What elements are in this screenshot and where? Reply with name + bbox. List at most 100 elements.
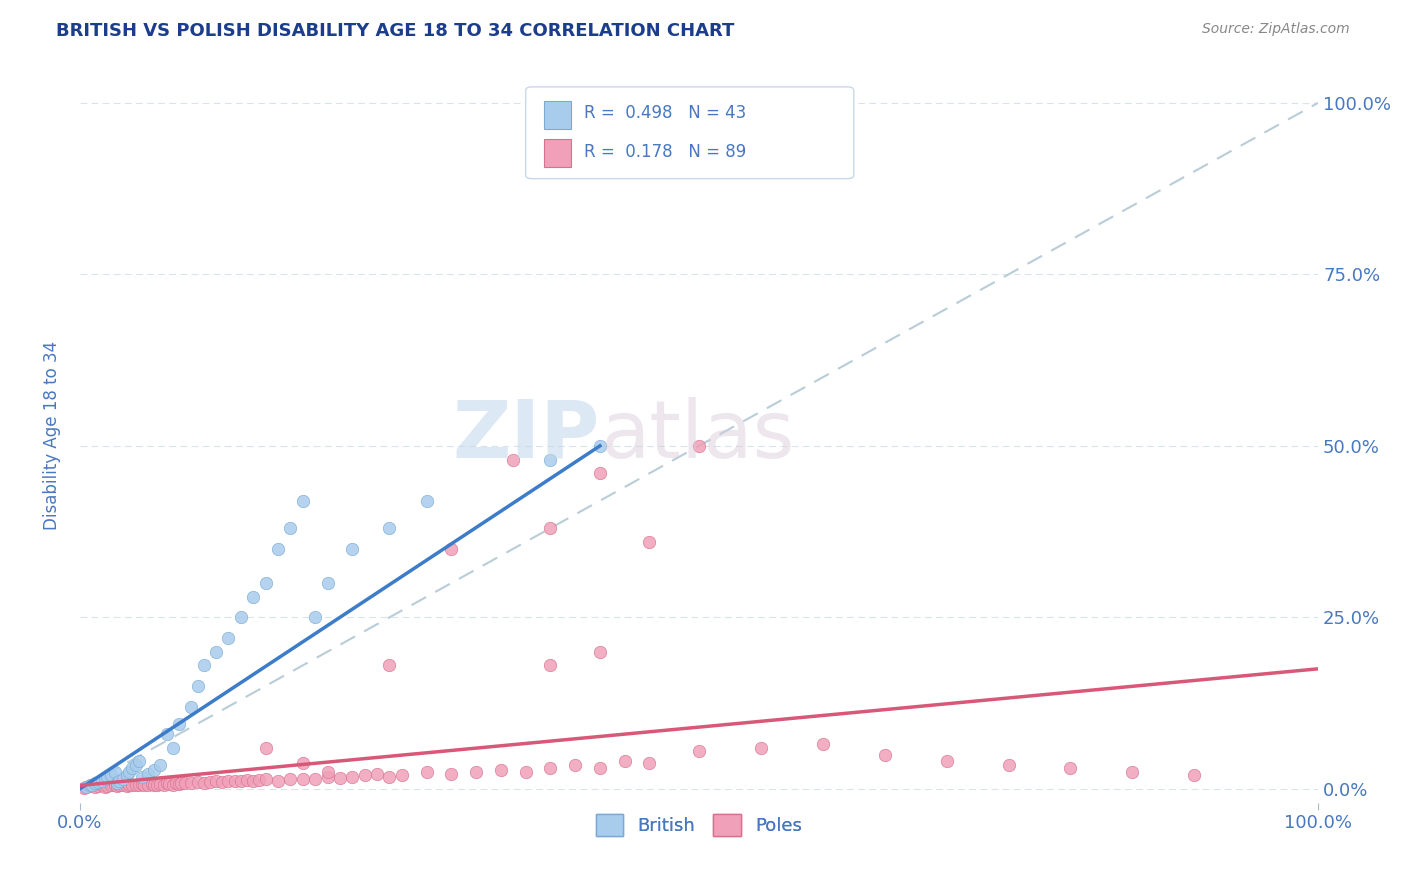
Point xyxy=(638,535,661,549)
Point xyxy=(873,747,896,762)
Point xyxy=(82,779,104,793)
Y-axis label: Disability Age 18 to 34: Disability Age 18 to 34 xyxy=(44,341,60,530)
Point xyxy=(291,493,314,508)
Point xyxy=(91,773,114,788)
Point xyxy=(153,778,176,792)
Point xyxy=(75,780,97,794)
Point xyxy=(353,768,375,782)
Point xyxy=(115,779,138,793)
Point xyxy=(131,770,153,784)
Point xyxy=(100,768,122,782)
Point xyxy=(254,576,277,591)
Point xyxy=(143,763,166,777)
Point xyxy=(489,763,512,777)
Point xyxy=(304,772,326,786)
Point xyxy=(564,757,586,772)
Text: R =  0.498   N = 43: R = 0.498 N = 43 xyxy=(583,104,747,122)
Point xyxy=(1182,768,1205,782)
Point xyxy=(87,775,110,789)
Text: BRITISH VS POLISH DISABILITY AGE 18 TO 34 CORRELATION CHART: BRITISH VS POLISH DISABILITY AGE 18 TO 3… xyxy=(56,22,734,40)
Point xyxy=(155,727,177,741)
Point xyxy=(108,779,131,793)
Point xyxy=(72,780,94,795)
Point xyxy=(118,764,141,779)
Point xyxy=(391,768,413,782)
Point xyxy=(229,773,252,788)
Point xyxy=(935,755,957,769)
Point xyxy=(128,755,150,769)
Point xyxy=(613,755,636,769)
Point xyxy=(415,764,437,779)
Point xyxy=(193,658,215,673)
Point xyxy=(83,780,105,794)
Point xyxy=(378,770,401,784)
Point xyxy=(79,779,101,793)
Point xyxy=(224,774,246,789)
Point xyxy=(83,776,105,790)
Point xyxy=(105,779,128,793)
Point xyxy=(811,737,834,751)
Point xyxy=(538,521,561,535)
Point xyxy=(217,631,239,645)
Point xyxy=(205,774,228,789)
Point xyxy=(186,775,208,789)
Point xyxy=(145,779,167,793)
Point xyxy=(316,770,339,784)
Point xyxy=(170,776,193,790)
Point xyxy=(515,764,537,779)
Point xyxy=(96,770,118,784)
Point xyxy=(149,757,172,772)
Point xyxy=(329,771,352,785)
Point xyxy=(112,772,135,786)
Point xyxy=(103,778,125,792)
Point xyxy=(162,778,184,792)
Point xyxy=(415,493,437,508)
Point xyxy=(291,772,314,787)
Point xyxy=(1121,764,1143,779)
Point xyxy=(93,780,115,794)
Point xyxy=(440,766,463,780)
Point xyxy=(131,777,153,791)
Point xyxy=(538,761,561,775)
Text: Source: ZipAtlas.com: Source: ZipAtlas.com xyxy=(1202,22,1350,37)
Point xyxy=(167,716,190,731)
Point xyxy=(128,778,150,792)
Point xyxy=(118,779,141,793)
Point xyxy=(166,776,188,790)
Point xyxy=(149,777,172,791)
Point xyxy=(538,452,561,467)
Point xyxy=(124,757,146,772)
Point xyxy=(108,773,131,788)
Point xyxy=(96,779,118,793)
Point xyxy=(121,761,143,775)
Text: atlas: atlas xyxy=(600,397,794,475)
Point xyxy=(217,773,239,788)
Point xyxy=(115,768,138,782)
Point xyxy=(378,521,401,535)
Point xyxy=(82,778,104,792)
Point xyxy=(589,761,612,775)
Point xyxy=(155,776,177,790)
Point xyxy=(87,779,110,793)
Point xyxy=(79,779,101,793)
Point xyxy=(198,775,221,789)
Point xyxy=(280,521,302,535)
Point xyxy=(174,775,197,789)
Point xyxy=(378,658,401,673)
Point xyxy=(103,764,125,779)
Point xyxy=(1059,761,1081,775)
Point xyxy=(211,775,233,789)
Point xyxy=(502,452,524,467)
Point xyxy=(136,766,159,780)
Point xyxy=(143,778,166,792)
Text: ZIP: ZIP xyxy=(453,397,600,475)
Point xyxy=(75,780,97,794)
Point xyxy=(162,740,184,755)
Point xyxy=(465,764,488,779)
Point xyxy=(267,773,290,788)
Point xyxy=(538,658,561,673)
Point xyxy=(167,777,190,791)
Point xyxy=(105,776,128,790)
Legend: British, Poles: British, Poles xyxy=(588,805,811,845)
Point xyxy=(112,778,135,792)
